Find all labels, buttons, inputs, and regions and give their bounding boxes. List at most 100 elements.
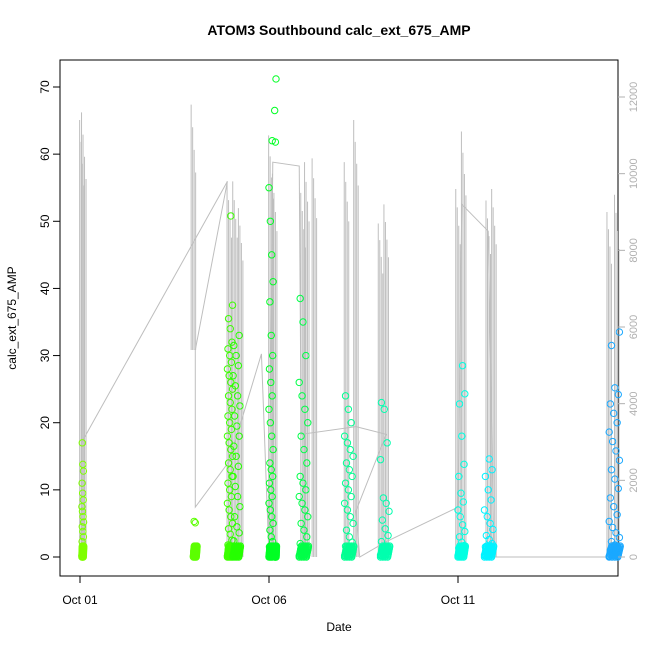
point-7-10 — [340, 499, 349, 507]
point-3-15 — [233, 422, 241, 430]
point-7-19 — [343, 439, 352, 447]
point-7-13 — [341, 479, 350, 487]
point-11-22 — [610, 409, 618, 418]
point-4-8 — [268, 513, 276, 521]
point-10-8 — [486, 519, 494, 528]
point-2-9 — [225, 506, 233, 514]
point-11-10 — [605, 517, 613, 526]
point-4-15 — [267, 466, 275, 474]
y-tick-label-40: 40 — [38, 281, 52, 295]
point-8-13 — [377, 398, 386, 407]
point-2-12 — [225, 486, 234, 494]
point-0-3 — [78, 537, 86, 546]
point-2-8 — [227, 513, 235, 521]
point-2-29 — [225, 372, 233, 380]
point-6-12 — [299, 479, 307, 487]
point-6-15 — [300, 445, 308, 454]
point-3-16 — [230, 412, 239, 420]
point-9-10 — [454, 506, 462, 514]
point-11-26 — [607, 341, 616, 350]
point-8-6 — [378, 516, 387, 524]
point-3-18 — [233, 392, 242, 400]
point-8-3 — [377, 537, 386, 546]
point-2-35 — [226, 325, 234, 333]
point-4-9 — [266, 506, 275, 514]
point-4-19 — [266, 419, 275, 427]
point-9-17 — [461, 390, 469, 398]
gray-line-series — [79, 104, 620, 557]
point-4-31 — [268, 137, 276, 145]
point-8-7 — [385, 507, 393, 516]
point-11-20 — [605, 428, 613, 436]
point-10-12 — [484, 486, 492, 494]
point-4-14 — [268, 472, 277, 481]
point-2-13 — [224, 479, 232, 487]
point-0-base-39 — [80, 542, 88, 550]
point-7-8 — [346, 513, 354, 521]
point-11-13 — [606, 494, 615, 502]
point-0-15 — [79, 460, 87, 469]
point-2-10 — [223, 499, 232, 507]
point-11-21 — [613, 419, 621, 427]
point-3-5 — [233, 523, 241, 531]
point-4-11 — [268, 492, 276, 501]
y-tick-label-0: 0 — [38, 553, 52, 560]
point-7-20 — [340, 432, 349, 440]
point-6-6 — [297, 519, 305, 528]
point-11-15 — [611, 475, 619, 483]
point-9-7 — [461, 527, 469, 536]
point-11-25 — [611, 384, 619, 392]
point-3-12 — [232, 452, 240, 460]
point-0-10 — [78, 502, 86, 511]
x-tick-label-1: Oct 06 — [251, 593, 287, 607]
point-3-6 — [230, 513, 239, 521]
point-4-28 — [268, 251, 276, 259]
point-5-1 — [272, 75, 280, 83]
point-8-11 — [383, 439, 391, 447]
point-11-14 — [614, 484, 622, 493]
point-9-18 — [458, 361, 467, 370]
point-0-5 — [79, 527, 87, 536]
point-4-21 — [268, 392, 276, 400]
point-10-10 — [480, 506, 489, 514]
point-11-17 — [615, 456, 624, 465]
y-tick-label-60: 60 — [38, 147, 52, 161]
point-11-6 — [607, 537, 616, 546]
point-4-20 — [265, 405, 273, 413]
point-6-22 — [299, 318, 307, 326]
point-6-9 — [298, 499, 306, 507]
point-8-10 — [376, 455, 385, 464]
x-tick-label-2: Oct 11 — [441, 593, 476, 607]
x-axis-label: Date — [326, 620, 352, 634]
point-11-base-39 — [616, 542, 624, 550]
point-9-15 — [458, 432, 466, 440]
point-2-6 — [224, 525, 233, 533]
point-8-0 — [376, 551, 385, 559]
point-4-12 — [267, 486, 275, 494]
gray-connector-line — [81, 161, 621, 558]
point-6-5 — [300, 526, 308, 534]
y-right-tick-label-10000: 10000 — [628, 158, 640, 189]
point-2-22 — [225, 419, 234, 427]
point-4-24 — [268, 351, 277, 360]
point-11-3 — [606, 546, 615, 554]
point-10-9 — [483, 513, 491, 521]
point-7-9 — [343, 506, 352, 514]
point-0-7 — [79, 518, 88, 526]
point-11-27 — [615, 328, 624, 336]
point-7-23 — [341, 392, 350, 400]
point-11-8 — [612, 529, 620, 537]
point-7-22 — [344, 405, 353, 413]
point-9-8 — [458, 521, 467, 529]
point-11-19 — [608, 437, 617, 446]
point-7-6 — [342, 526, 351, 534]
point-4-16 — [266, 459, 274, 467]
point-6-23 — [296, 294, 304, 303]
point-3-3 — [230, 537, 238, 545]
point-0-13 — [78, 479, 86, 487]
point-6-11 — [302, 486, 310, 494]
point-6-14 — [303, 459, 311, 467]
point-4-30 — [265, 184, 273, 192]
point-0-12 — [78, 489, 87, 497]
point-3-9 — [231, 482, 240, 491]
